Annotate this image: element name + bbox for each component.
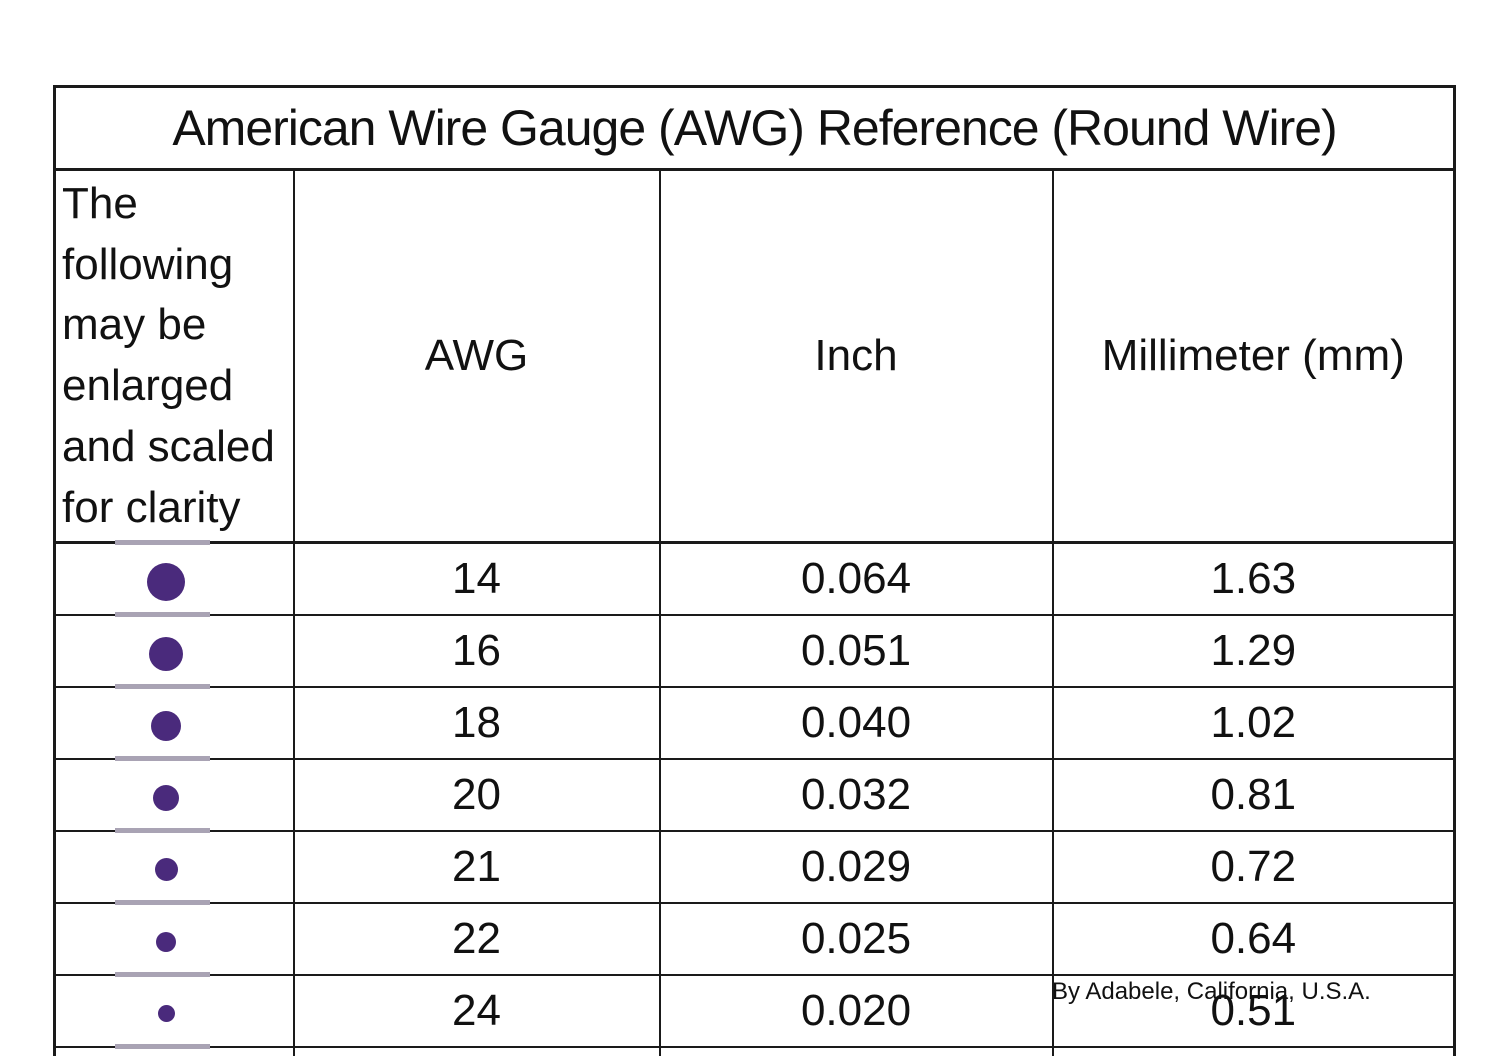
mm-value: 0.40	[1051, 1046, 1456, 1056]
awg-value: 18	[292, 686, 661, 761]
inch-value: 0.051	[658, 614, 1054, 689]
awg-value: 14	[292, 541, 661, 617]
inch-value: 0.020	[658, 974, 1054, 1049]
table-row: 16 0.051 1.29	[53, 613, 1456, 689]
inch-value: 0.040	[658, 686, 1054, 761]
credit-text: By Adabele, California, U.S.A.	[1052, 978, 1371, 1005]
wire-size-dot	[147, 562, 186, 601]
wire-size-dot	[151, 710, 182, 741]
table-row: 14 0.064 1.63	[53, 540, 1456, 617]
clarity-note: The following may be enlarged and scaled…	[53, 168, 295, 545]
inch-value: 0.064	[658, 541, 1054, 617]
column-header-awg: AWG	[292, 168, 661, 545]
table-header-row: The following may be enlarged and scaled…	[53, 168, 1456, 545]
wire-size-dot	[157, 1005, 175, 1023]
table-row: 26 0.159 0.40	[53, 1045, 1456, 1056]
awg-value: 20	[292, 758, 661, 833]
wire-dot-cell	[53, 540, 295, 617]
table-row: 22 0.025 0.64	[53, 901, 1456, 977]
table-title-row: American Wire Gauge (AWG) Reference (Rou…	[53, 85, 1456, 171]
wire-dot-cell	[53, 613, 295, 689]
awg-value: 24	[292, 974, 661, 1049]
mm-value: 1.63	[1051, 541, 1456, 617]
wire-size-dot	[156, 931, 177, 952]
mm-value: 0.64	[1051, 902, 1456, 977]
column-header-inch: Inch	[658, 168, 1054, 545]
awg-value: 21	[292, 830, 661, 905]
wire-dot-cell	[53, 829, 295, 905]
wire-dot-cell	[53, 901, 295, 977]
table-row: 21 0.029 0.72	[53, 829, 1456, 905]
wire-size-dot	[153, 784, 180, 811]
mm-value: 0.72	[1051, 830, 1456, 905]
column-header-mm: Millimeter (mm)	[1051, 168, 1456, 545]
wire-dot-cell	[53, 973, 295, 1049]
wire-dot-cell	[53, 757, 295, 833]
wire-dot-cell	[53, 685, 295, 761]
inch-value: 0.032	[658, 758, 1054, 833]
wire-size-dot	[154, 858, 178, 882]
awg-value: 26	[292, 1046, 661, 1056]
inch-value: 0.025	[658, 902, 1054, 977]
wire-size-dot	[149, 636, 184, 671]
table-row: 24 0.020 0.51	[53, 973, 1456, 1049]
awg-value: 22	[292, 902, 661, 977]
mm-value: 1.29	[1051, 614, 1456, 689]
mm-value: 1.02	[1051, 686, 1456, 761]
table-row: 18 0.040 1.02	[53, 685, 1456, 761]
wire-dot-cell	[53, 1045, 295, 1056]
awg-reference-table: American Wire Gauge (AWG) Reference (Rou…	[53, 85, 1457, 1056]
inch-value: 0.029	[658, 830, 1054, 905]
awg-value: 16	[292, 614, 661, 689]
table-row: 20 0.032 0.81	[53, 757, 1456, 833]
inch-value: 0.159	[658, 1046, 1054, 1056]
table-title: American Wire Gauge (AWG) Reference (Rou…	[53, 85, 1456, 171]
mm-value: 0.51	[1051, 974, 1456, 1049]
mm-value: 0.81	[1051, 758, 1456, 833]
